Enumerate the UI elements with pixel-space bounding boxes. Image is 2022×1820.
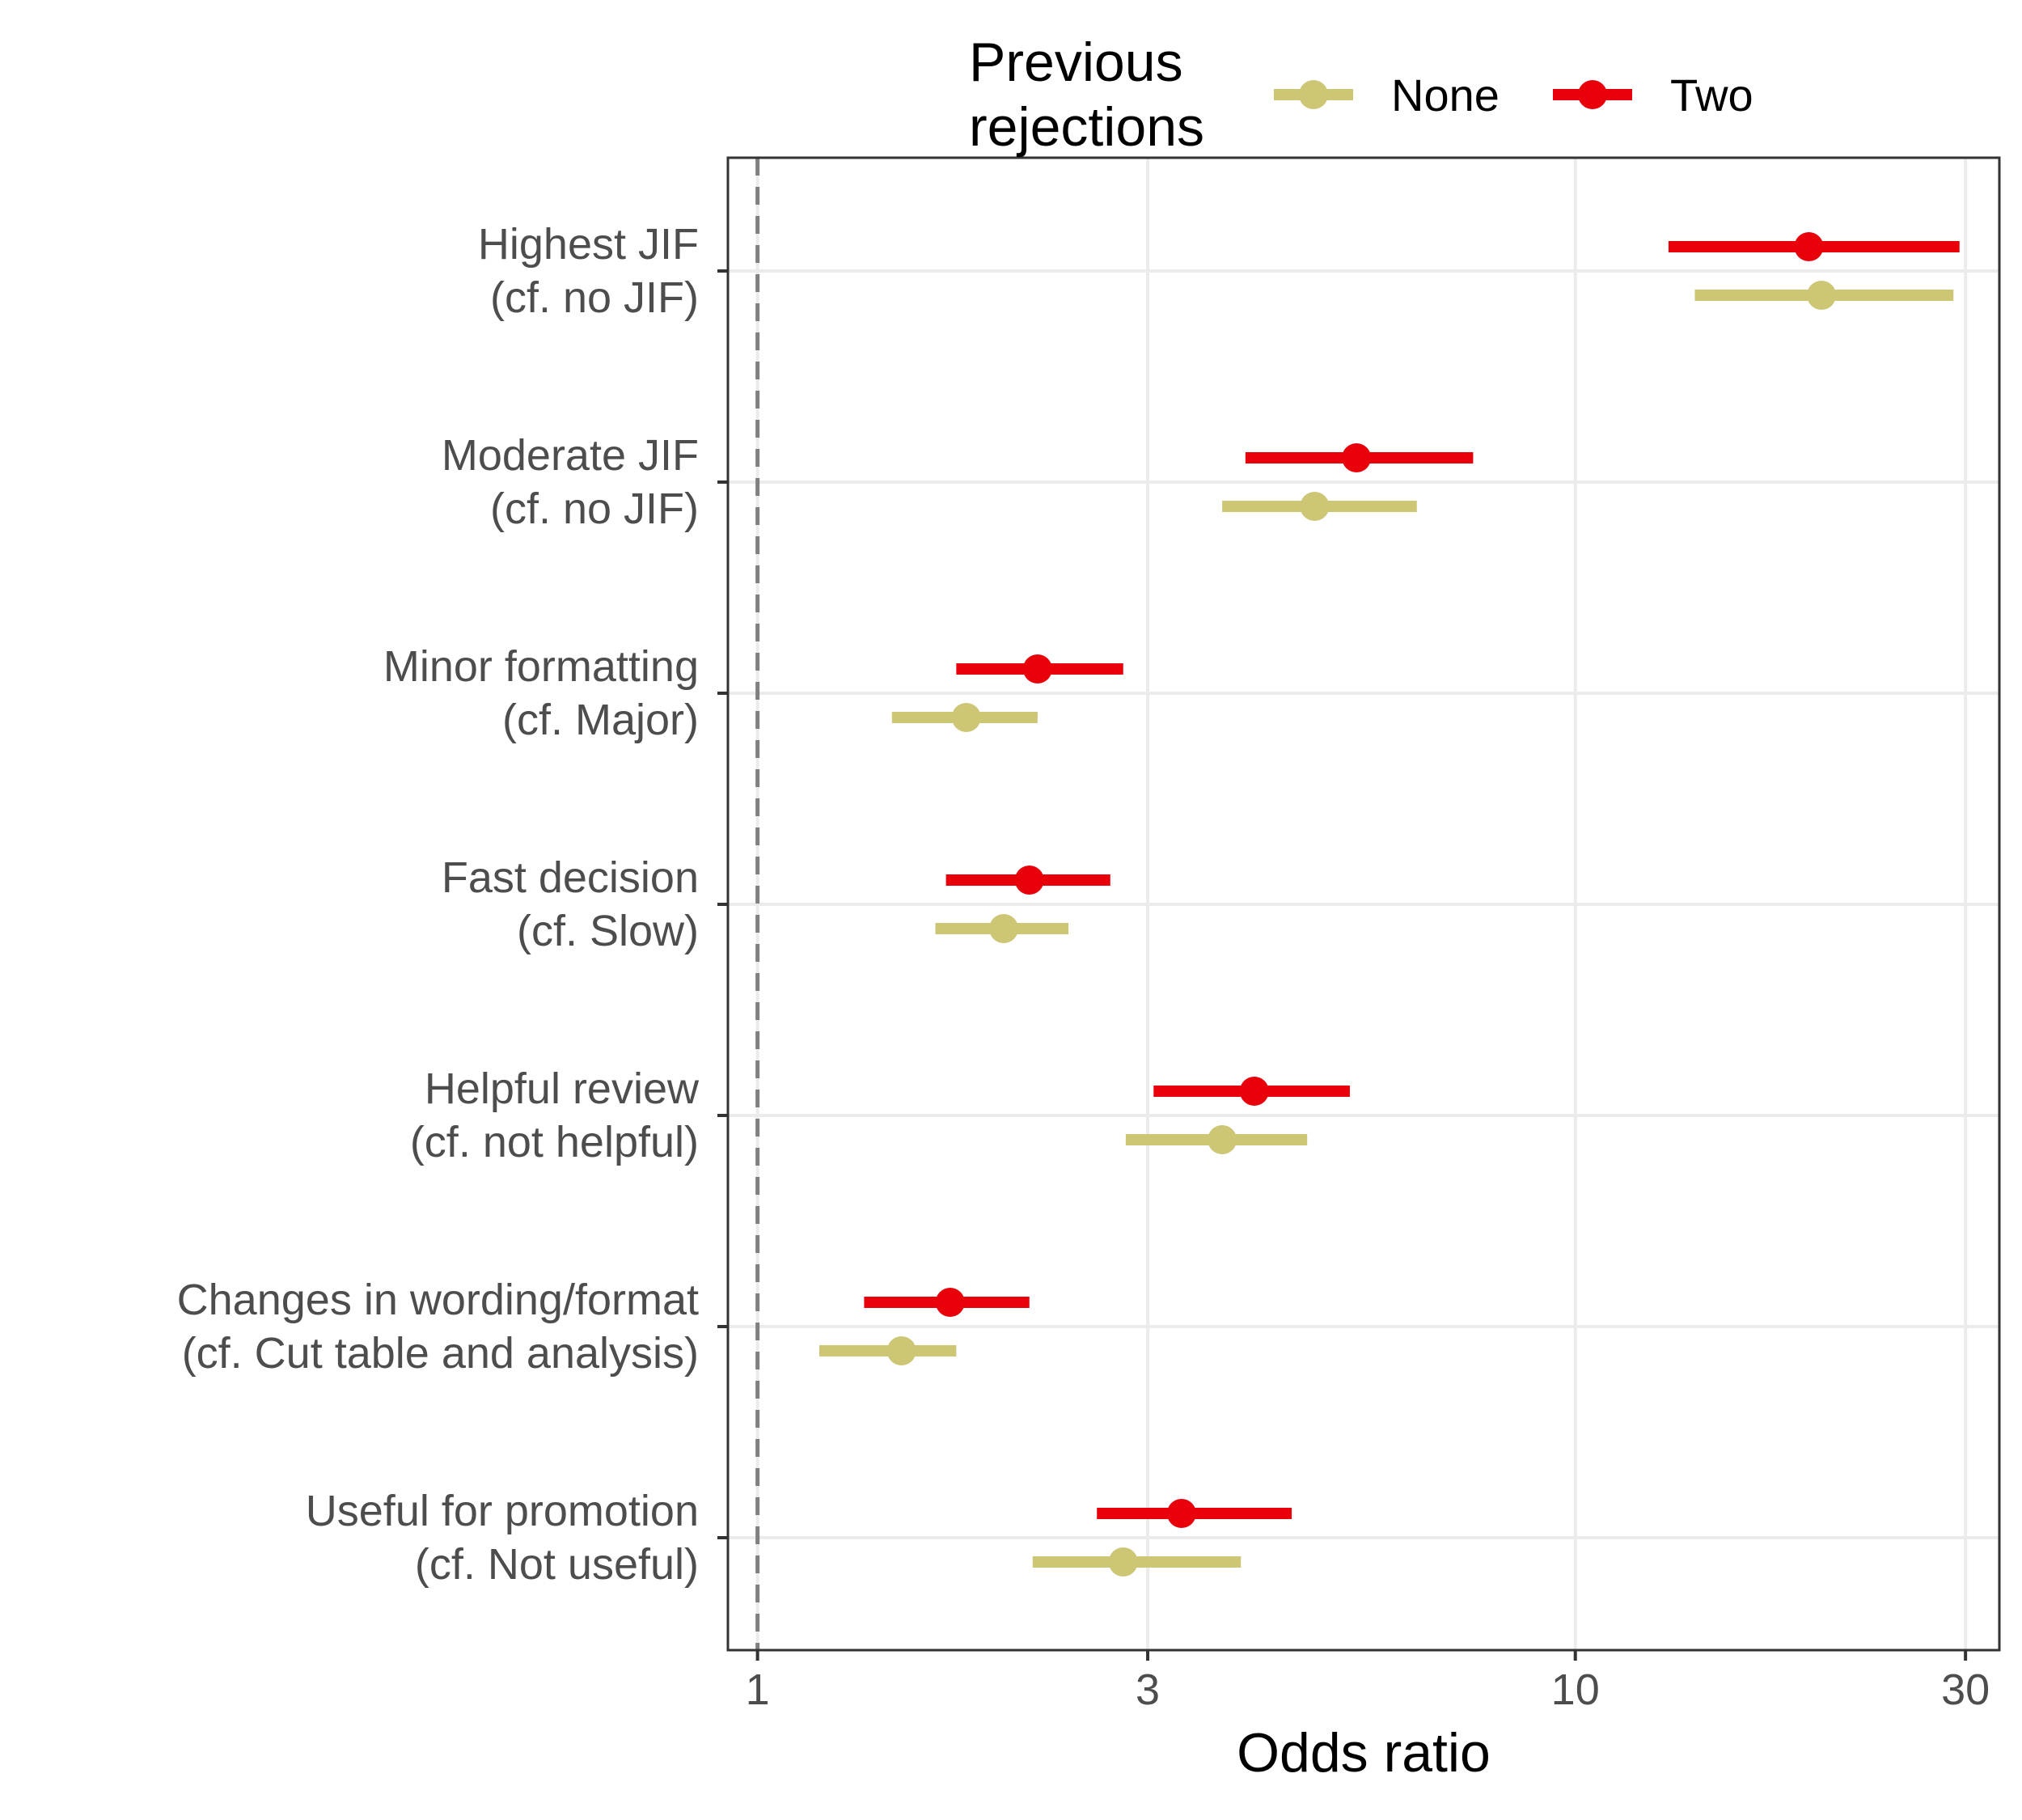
legend-title: Previous [969, 32, 1183, 93]
y-tick-label: Minor formatting [383, 642, 699, 691]
x-axis-label: Odds ratio [1237, 1722, 1491, 1784]
y-axis: Highest JIF(cf. no JIF)Moderate JIF(cf. … [177, 220, 728, 1589]
point-estimate-two [1342, 443, 1372, 472]
data-marks [755, 158, 1960, 1650]
y-tick-label: (cf. Not useful) [415, 1540, 699, 1589]
point-estimate-none [1300, 492, 1330, 521]
point-estimate-none [886, 1336, 916, 1365]
point-estimate-two [1794, 232, 1824, 261]
y-tick-label: (cf. no JIF) [490, 273, 699, 322]
point-estimate-none [1108, 1547, 1138, 1577]
legend-key-point-two [1578, 80, 1607, 109]
x-tick-label: 3 [1136, 1666, 1160, 1714]
gridlines [728, 158, 1999, 1650]
point-estimate-two [1166, 1499, 1196, 1528]
y-tick-label: Moderate JIF [442, 431, 699, 480]
point-estimate-two [935, 1288, 965, 1317]
point-estimate-two [1239, 1077, 1269, 1106]
legend-title: rejections [969, 96, 1204, 158]
point-estimate-none [951, 703, 981, 732]
legend-key-point-none [1299, 80, 1328, 109]
legend-label-none: None [1391, 70, 1500, 121]
legend-label-two: Two [1670, 70, 1753, 121]
point-estimate-two [1014, 866, 1044, 895]
y-tick-label: Highest JIF [478, 220, 699, 269]
y-tick-label: (cf. Slow) [517, 907, 699, 955]
y-tick-label: Helpful review [425, 1064, 700, 1113]
x-axis: 1 3 10 30 [746, 1650, 1990, 1714]
y-tick-label: (cf. Cut table and analysis) [182, 1329, 699, 1378]
point-estimate-none [988, 914, 1018, 943]
point-estimate-none [1208, 1125, 1237, 1154]
y-tick-label: (cf. no JIF) [490, 485, 699, 533]
y-tick-label: Useful for promotion [306, 1487, 699, 1535]
y-tick-label: (cf. Major) [502, 696, 699, 744]
y-tick-label: (cf. not helpful) [410, 1118, 699, 1166]
x-tick-label: 30 [1941, 1666, 1990, 1714]
point-estimate-two [1022, 654, 1052, 684]
y-tick-label: Fast decision [442, 853, 699, 902]
point-estimate-none [1807, 281, 1837, 310]
y-tick-label: Changes in wording/format [177, 1276, 699, 1324]
x-tick-label: 1 [746, 1666, 770, 1714]
x-tick-label: 10 [1551, 1666, 1600, 1714]
